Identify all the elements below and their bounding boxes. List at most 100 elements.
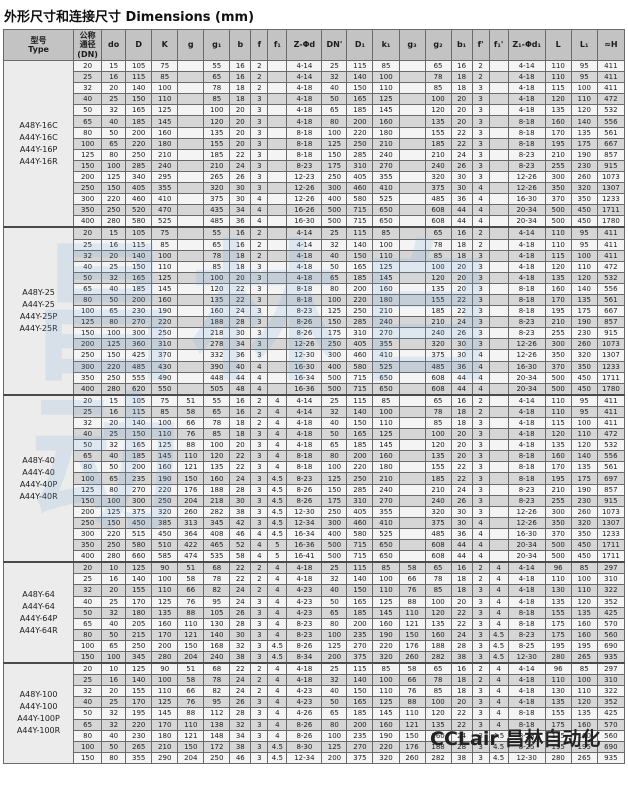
table-row: 150 100 300 250 204 218 30 3 4.5 8-26 175 310 270 240… (4, 494, 626, 507)
cell: 16 (450, 561, 473, 575)
cell: 125 (372, 428, 400, 441)
cell: 78 (424, 674, 452, 687)
cell: 65 (73, 282, 103, 295)
cell: 608 (424, 382, 452, 396)
cell: 3 (250, 707, 269, 720)
cell: 140 (346, 674, 374, 687)
cell: 85 (372, 59, 400, 73)
cell: 22 (450, 718, 473, 731)
cell: 355 (372, 338, 400, 351)
cell: 4-18 (286, 249, 323, 262)
cell: 32 (101, 439, 127, 452)
cell: 3 (471, 327, 490, 340)
cell: 4 (471, 527, 490, 541)
cell: 155 (424, 461, 452, 474)
cell: 135 (424, 718, 452, 731)
cell: 121 (398, 617, 426, 630)
cell: 100 (151, 573, 179, 586)
cell: 12-26 (507, 505, 546, 518)
cell: 2 (250, 82, 269, 95)
cell: 46 (229, 527, 252, 541)
cell: 408 (203, 527, 231, 541)
cell: 210 (372, 305, 400, 318)
cell (267, 226, 288, 240)
cell: 40 (321, 584, 348, 597)
cell: 175 (544, 729, 572, 742)
cell: 65 (424, 59, 452, 73)
cell (398, 416, 426, 430)
table-row: 300 220 485 430 390 40 4 16-30 400 580 525 485 36 4 16… (4, 360, 626, 373)
cell: 38 (229, 505, 252, 518)
cell: 4 (267, 573, 288, 586)
cell: 135 (570, 606, 598, 619)
cell: 310 (346, 494, 374, 507)
cell: 150 (177, 472, 205, 485)
cell: 188 (203, 483, 231, 496)
cell: 140 (346, 405, 374, 419)
cell: 4 (471, 382, 490, 396)
table-row: 40 25 150 110 76 85 18 3 4 4-18 50 165 125 100 20 3 4-18… (4, 428, 626, 441)
cell: 20 (73, 59, 103, 73)
cell: 175 (570, 305, 598, 318)
cell: 176 (177, 483, 205, 496)
cell: 650 (372, 371, 400, 384)
cell: 4 (471, 204, 490, 217)
cell: 100 (151, 82, 179, 95)
cell: 195 (570, 639, 598, 652)
cell: 857 (596, 148, 626, 161)
cell: 80 (101, 316, 127, 329)
cell: 2 (250, 405, 269, 419)
cell: 410 (372, 516, 400, 529)
cell: 25 (101, 595, 127, 608)
table-row: 400 280 620 550 505 48 4 16-36 500 715 650 608 44 4 20… (4, 382, 626, 396)
cell: 8-18 (507, 718, 546, 731)
cell: 282 (203, 505, 231, 518)
cell: 150 (125, 260, 153, 273)
cell: 20 (73, 561, 103, 575)
cell: 125 (321, 472, 348, 485)
cell: 26 (229, 606, 252, 619)
cell (398, 170, 426, 184)
cell: 3 (471, 494, 490, 507)
cell: 411 (596, 393, 626, 407)
cell (267, 371, 288, 384)
cell: 150 (101, 349, 127, 362)
cell: 65 (203, 405, 231, 419)
cell: 250 (73, 349, 103, 362)
cell: 160 (151, 293, 179, 307)
cell: 250 (203, 751, 231, 764)
cell: 110 (398, 606, 426, 619)
page-title: 外形尺寸和连接尺寸 Dimensions (mm) (4, 10, 255, 25)
cell: 188 (424, 639, 452, 652)
cell: 24 (229, 472, 252, 485)
cell: 16 (101, 71, 127, 84)
table-row: 40 25 150 110 85 18 3 4-18 50 165 125 100 20 3 4-18 120… (4, 260, 626, 273)
cell: 255 (544, 159, 572, 172)
cell: 20 (450, 428, 473, 441)
cell: 115 (346, 226, 374, 240)
cell: 500 (544, 539, 572, 552)
column-header: f₁ (267, 29, 288, 61)
cell: 4-18 (507, 416, 546, 430)
cell: 411 (596, 416, 626, 430)
cell: 3 (471, 338, 490, 351)
cell: 172 (203, 740, 231, 753)
cell: 16 (450, 226, 473, 240)
cell: 450 (570, 539, 598, 552)
cell: 115 (125, 71, 153, 84)
cell: 8-34 (286, 650, 323, 664)
cell: 155 (424, 293, 452, 307)
cell: 85 (424, 416, 452, 430)
cell: 170 (151, 628, 179, 641)
cell: 270 (372, 494, 400, 507)
cell: 58 (398, 662, 426, 676)
cell: 16 (450, 59, 473, 73)
cell: 8-18 (507, 282, 546, 295)
cell: 195 (544, 305, 572, 318)
cell: 450 (570, 382, 598, 396)
cell: 50 (321, 696, 348, 709)
cell: 135 (151, 606, 179, 619)
cell: 8-18 (286, 293, 323, 307)
table-row: 100 65 220 180 155 20 3 8-18 125 250 210 185 22 3 8-18… (4, 137, 626, 150)
cell: 300 (544, 338, 572, 351)
